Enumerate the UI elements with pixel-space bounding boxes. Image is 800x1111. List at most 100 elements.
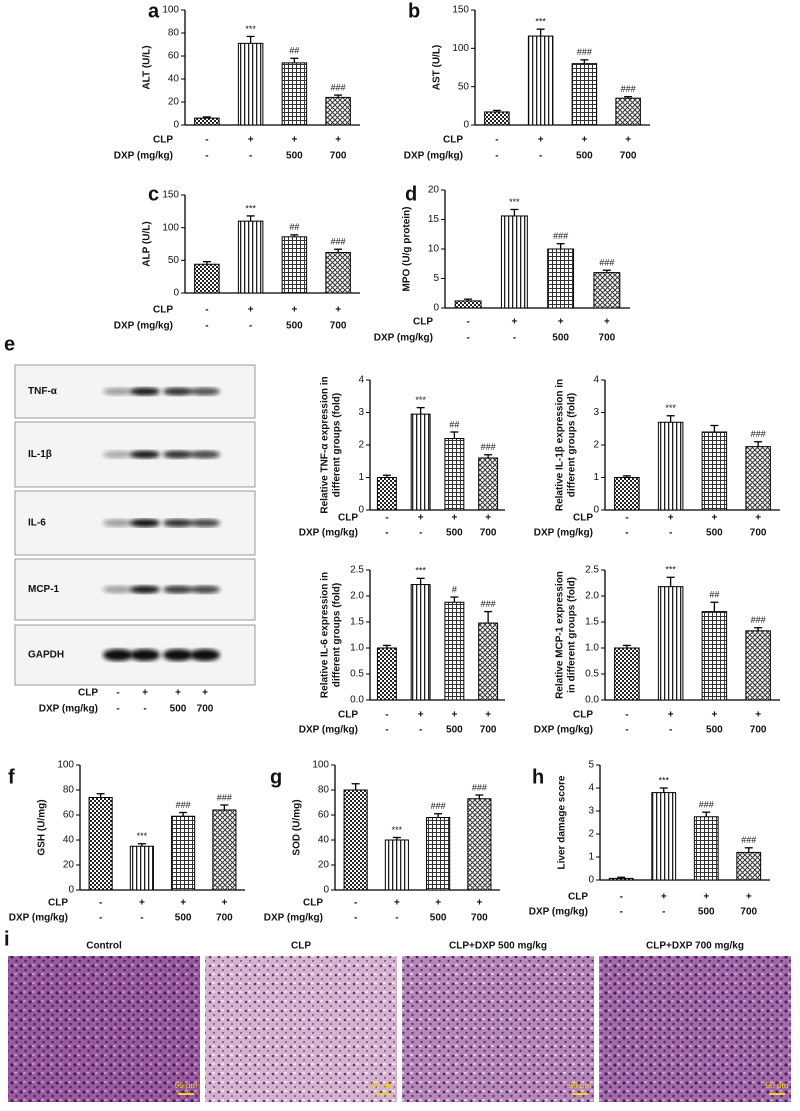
- error-bar: [484, 454, 493, 458]
- condition-name: DXP (mg/kg): [264, 913, 323, 924]
- y-tick-label: 20: [168, 97, 180, 108]
- significance: ###: [481, 442, 496, 452]
- condition-value: 700: [620, 151, 637, 162]
- error-bar: [484, 610, 493, 624]
- bar: [444, 601, 465, 701]
- condition-value: +: [511, 317, 517, 328]
- condition-value: -: [205, 151, 208, 162]
- y-axis-label: AST (U/L): [432, 45, 443, 91]
- y-tick-label: 20: [63, 860, 75, 871]
- panel-letter: b: [408, 0, 420, 22]
- error-bar: [290, 57, 299, 63]
- error-bar: [666, 576, 675, 587]
- blot-band: [190, 450, 220, 459]
- condition-name: CLP: [338, 710, 358, 721]
- condition-value: 700: [599, 333, 616, 344]
- y-axis-label: different groups (fold): [332, 583, 343, 687]
- significance: ###: [599, 258, 614, 268]
- y-tick-label: 50: [458, 81, 470, 92]
- bar: [171, 815, 196, 891]
- error-bar: [246, 215, 255, 222]
- blot-label: MCP-1: [28, 584, 60, 595]
- condition-value: -: [625, 513, 628, 524]
- condition-value: -: [466, 333, 469, 344]
- condition-value: +: [180, 898, 186, 909]
- bar: [614, 647, 640, 701]
- condition-value: +: [476, 898, 482, 909]
- y-tick-label: 60: [63, 810, 75, 821]
- y-tick-label: 0: [588, 875, 594, 886]
- y-tick-label: 2.0: [585, 591, 599, 602]
- y-tick-label: 20: [428, 185, 440, 196]
- bar: [657, 586, 684, 701]
- bar: [376, 647, 397, 701]
- y-tick-label: 3: [593, 407, 599, 418]
- error-bar: [334, 248, 343, 253]
- condition-value: 500: [430, 913, 447, 924]
- bar: [194, 263, 220, 294]
- bar: [281, 236, 308, 294]
- blot-label: TNF-α: [28, 386, 58, 397]
- error-bar: [702, 811, 711, 817]
- condition-name: CLP: [573, 710, 593, 721]
- condition-value: +: [248, 135, 254, 146]
- significance: ***: [245, 203, 256, 213]
- error-bar: [382, 644, 391, 648]
- y-tick-label: 0.0: [350, 695, 364, 706]
- histology-image: [205, 956, 397, 1102]
- y-tick-label: 100: [162, 5, 179, 16]
- blot-band: [103, 649, 133, 661]
- condition-value: 700: [330, 321, 347, 332]
- bar: [614, 477, 640, 511]
- condition-value: -: [143, 704, 146, 715]
- y-tick-label: 150: [162, 190, 179, 201]
- error-bar: [290, 234, 299, 237]
- error-bar: [96, 793, 105, 798]
- bar: [701, 611, 728, 701]
- significance: ***: [658, 775, 669, 785]
- bar: [384, 839, 409, 891]
- condition-value: 700: [216, 913, 233, 924]
- condition-value: 700: [740, 907, 757, 918]
- condition-name: DXP (mg/kg): [114, 321, 173, 332]
- y-tick-label: 80: [318, 785, 330, 796]
- bar: [454, 300, 482, 309]
- y-tick-label: 80: [63, 785, 75, 796]
- blot-band: [103, 519, 133, 527]
- condition-value: 500: [286, 321, 303, 332]
- error-bar: [754, 627, 763, 631]
- error-bar: [416, 406, 425, 415]
- panel-letter: a: [148, 0, 160, 22]
- condition-value: +: [746, 892, 752, 903]
- bar: [547, 248, 575, 309]
- error-bar: [220, 804, 229, 810]
- bar: [237, 42, 264, 126]
- bar: [608, 877, 634, 881]
- blot-band: [163, 585, 193, 594]
- bar: [467, 798, 492, 891]
- blot-band: [163, 649, 193, 661]
- error-bar: [137, 843, 146, 847]
- bar: [615, 97, 641, 126]
- condition-value: -: [354, 913, 357, 924]
- y-tick-label: 3: [358, 407, 364, 418]
- condition-value: +: [538, 135, 544, 146]
- y-axis-label: Relative TNF-α expression in: [320, 376, 331, 513]
- condition-value: +: [335, 305, 341, 316]
- error-bar: [624, 95, 633, 99]
- error-bar: [659, 787, 668, 793]
- condition-value: 500: [576, 151, 593, 162]
- error-bar: [536, 28, 545, 37]
- bar: [376, 477, 397, 511]
- y-tick-label: 1.0: [585, 643, 599, 654]
- y-tick-label: 2: [358, 440, 364, 451]
- significance: ###: [553, 231, 568, 241]
- blot-band: [130, 450, 160, 459]
- condition-name: CLP: [78, 688, 98, 699]
- blot-label: IL-1β: [28, 449, 52, 460]
- error-bar: [434, 813, 443, 818]
- bar: [129, 845, 154, 891]
- significance: ##: [709, 590, 719, 600]
- y-axis-label: MPO (U/g protein): [402, 207, 413, 292]
